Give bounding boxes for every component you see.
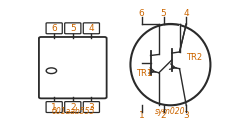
Text: 3: 3 (183, 111, 189, 120)
FancyBboxPatch shape (65, 23, 81, 34)
Text: sym020: sym020 (155, 107, 186, 116)
Text: 1: 1 (51, 103, 57, 112)
Text: 5: 5 (161, 9, 166, 18)
FancyBboxPatch shape (46, 102, 62, 112)
Text: 001aab555: 001aab555 (52, 107, 95, 116)
Text: 2: 2 (161, 111, 166, 120)
FancyBboxPatch shape (39, 37, 107, 98)
Text: 3: 3 (89, 103, 94, 112)
FancyBboxPatch shape (65, 102, 81, 112)
Text: 4: 4 (89, 24, 94, 33)
Text: TR2: TR2 (186, 53, 202, 62)
Text: 6: 6 (139, 9, 144, 18)
Text: 4: 4 (183, 9, 189, 18)
Text: 5: 5 (70, 24, 76, 33)
Ellipse shape (131, 24, 210, 105)
FancyBboxPatch shape (46, 23, 62, 34)
FancyBboxPatch shape (83, 23, 99, 34)
Text: 2: 2 (70, 103, 76, 112)
FancyBboxPatch shape (83, 102, 99, 112)
Text: TR1: TR1 (136, 69, 152, 78)
Text: 6: 6 (51, 24, 57, 33)
Text: 1: 1 (139, 111, 144, 120)
